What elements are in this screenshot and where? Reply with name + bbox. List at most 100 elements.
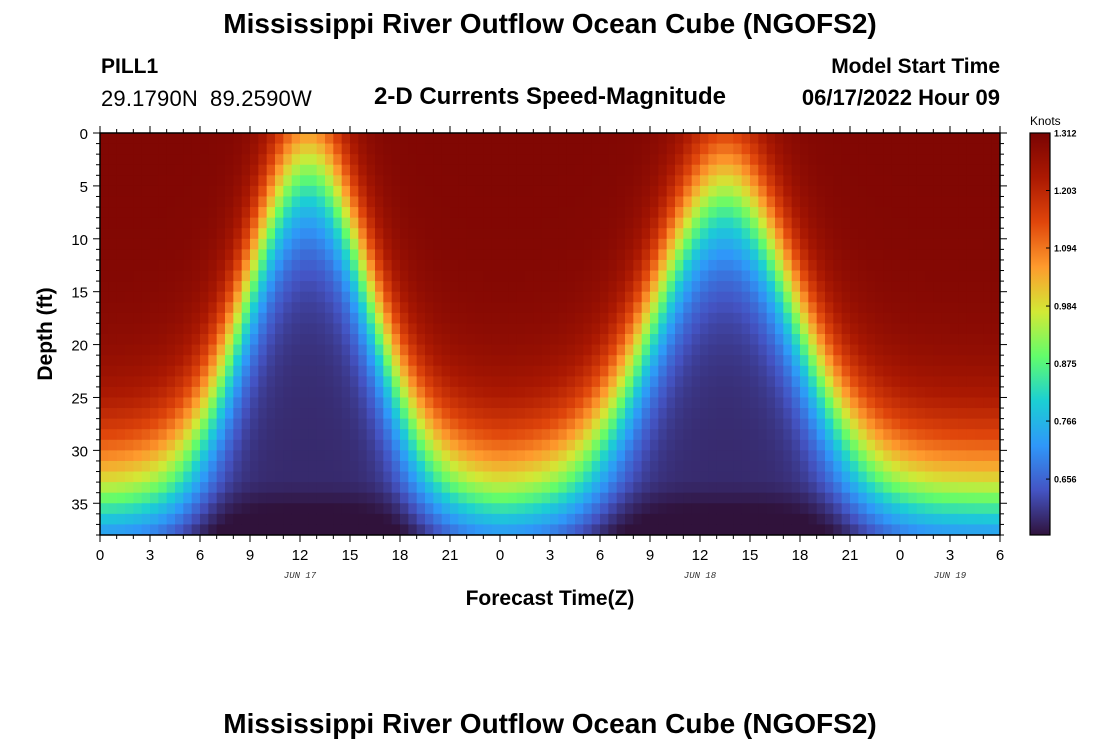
heatmap-cell — [808, 259, 818, 272]
heatmap-cell — [683, 376, 693, 388]
heatmap-cell — [441, 185, 451, 197]
heatmap-cell — [508, 503, 518, 515]
heatmap-cell — [600, 439, 609, 451]
heatmap-cell — [908, 460, 918, 473]
heatmap-cell — [250, 460, 259, 473]
x-tick-label: 15 — [742, 547, 759, 564]
heatmap-cell — [100, 228, 109, 240]
heatmap-cell — [900, 376, 909, 388]
heatmap-cell — [391, 302, 401, 314]
colorbar-label: 1.094 — [1054, 244, 1077, 254]
heatmap-cell — [816, 270, 826, 282]
heatmap-cell — [841, 164, 851, 176]
heatmap-cell — [525, 397, 534, 409]
heatmap-cell — [850, 175, 859, 187]
heatmap-cell — [433, 376, 443, 388]
heatmap-cell — [183, 460, 193, 473]
heatmap-cell — [491, 164, 501, 176]
heatmap-cell — [950, 450, 959, 462]
heatmap-cell — [758, 439, 768, 451]
heatmap-cell — [441, 154, 451, 166]
heatmap-cell — [641, 133, 651, 145]
heatmap-cell — [841, 397, 851, 409]
heatmap-cell — [200, 365, 209, 377]
heatmap-cell — [250, 154, 259, 166]
heatmap-cell — [291, 344, 301, 356]
heatmap-cell — [266, 439, 276, 451]
heatmap-cell — [983, 133, 993, 145]
heatmap-cell — [408, 355, 418, 367]
heatmap-cell — [516, 408, 526, 420]
heatmap-cell — [816, 291, 826, 303]
heatmap-cell — [225, 408, 234, 420]
heatmap-cell — [375, 408, 384, 420]
heatmap-cell — [208, 281, 218, 293]
heatmap-cell — [716, 238, 726, 250]
heatmap-cell — [216, 503, 226, 515]
heatmap-cell — [283, 355, 293, 367]
heatmap-cell — [208, 397, 218, 409]
heatmap-cell — [141, 408, 151, 420]
heatmap-cell — [366, 365, 376, 377]
heatmap-cell — [225, 334, 234, 346]
heatmap-cell — [850, 270, 859, 282]
heatmap-cell — [766, 259, 776, 272]
heatmap-cell — [575, 133, 584, 145]
heatmap-cell — [658, 259, 668, 272]
heatmap-cell — [233, 238, 243, 250]
heatmap-cell — [925, 175, 934, 187]
heatmap-cell — [191, 513, 201, 525]
heatmap-cell — [125, 281, 134, 293]
heatmap-cell — [175, 281, 184, 293]
heatmap-cell — [425, 291, 434, 303]
heatmap-cell — [133, 164, 143, 176]
heatmap-cell — [725, 429, 734, 441]
heatmap-cell — [958, 418, 968, 430]
heatmap-cell — [225, 281, 234, 293]
heatmap-cell — [450, 418, 459, 430]
heatmap-cell — [741, 492, 751, 504]
heatmap-cell — [266, 429, 276, 441]
heatmap-cell — [475, 154, 484, 166]
heatmap-cell — [441, 513, 451, 525]
heatmap-cell — [433, 302, 443, 314]
heatmap-cell — [883, 471, 893, 483]
heatmap-cell — [908, 259, 918, 272]
heatmap-cell — [333, 513, 343, 525]
heatmap-cell — [316, 376, 326, 388]
heatmap-cell — [566, 281, 576, 293]
heatmap-cell — [916, 133, 926, 145]
heatmap-cell — [958, 175, 968, 187]
heatmap-cell — [291, 408, 301, 420]
heatmap-cell — [558, 291, 568, 303]
heatmap-cell — [225, 460, 234, 473]
heatmap-cell — [616, 418, 626, 430]
heatmap-cell — [925, 376, 934, 388]
heatmap-cell — [791, 228, 801, 240]
heatmap-cell — [191, 524, 201, 536]
heatmap-cell — [416, 270, 426, 282]
heatmap-cell — [891, 471, 901, 483]
heatmap-cell — [766, 133, 776, 145]
heatmap-cell — [533, 365, 543, 377]
heatmap-cell — [958, 365, 968, 377]
heatmap-cell — [950, 513, 959, 525]
heatmap-cell — [541, 344, 551, 356]
heatmap-cell — [683, 524, 693, 536]
heatmap-cell — [500, 408, 509, 420]
heatmap-cell — [808, 143, 818, 155]
heatmap-cell — [183, 143, 193, 155]
heatmap-cell — [375, 429, 384, 441]
heatmap-cell — [433, 450, 443, 462]
heatmap-cell — [875, 524, 884, 536]
heatmap-cell — [950, 270, 959, 282]
heatmap-cell — [875, 323, 884, 335]
heatmap-cell — [708, 259, 718, 272]
heatmap-cell — [541, 154, 551, 166]
heatmap-cell — [833, 238, 843, 250]
heatmap-cell — [866, 439, 876, 451]
heatmap-cell — [875, 386, 884, 398]
heatmap-cell — [966, 492, 976, 504]
heatmap-cell — [175, 207, 184, 219]
heatmap-cell — [566, 154, 576, 166]
